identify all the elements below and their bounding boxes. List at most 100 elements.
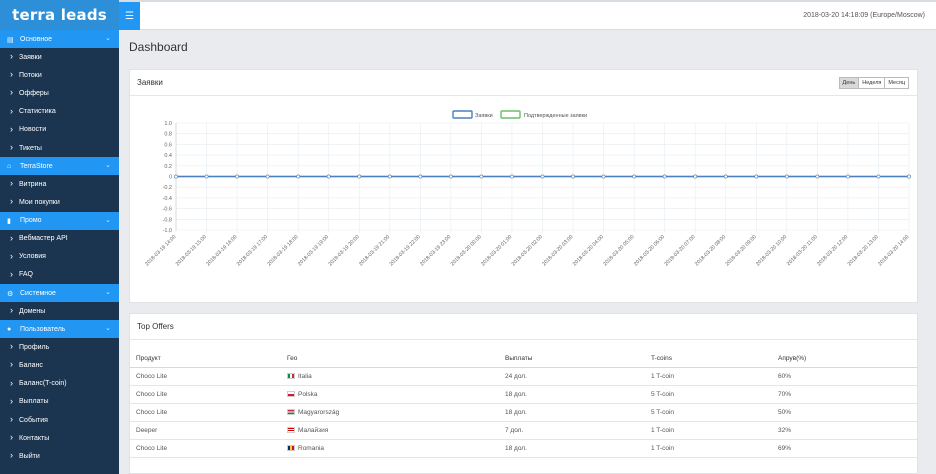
sidebar-item[interactable]: События (0, 411, 119, 429)
range-day-button[interactable]: День (838, 77, 860, 89)
flag-icon (287, 444, 295, 451)
x-tick-label: 2018-03-20 03:00 (541, 234, 574, 267)
data-point (540, 174, 545, 179)
data-point (387, 174, 392, 179)
offers-panel-header: Top Offers (130, 314, 917, 340)
sidebar-item[interactable]: Тикеты (0, 139, 119, 157)
sidebar-section-0[interactable]: ▤ Основное ⌄ (0, 30, 119, 48)
chart-panel-header: Заявки (130, 70, 917, 96)
sidebar-section-label: Основное (20, 35, 53, 43)
x-tick-label: 2018-03-19 23:00 (419, 234, 452, 267)
x-tick-label: 2018-03-20 00:00 (450, 234, 483, 267)
y-tick-label: 0.6 (164, 142, 172, 148)
sidebar-item[interactable]: Новости (0, 121, 119, 139)
cell-product: Choco Lite (130, 385, 281, 404)
range-month-button[interactable]: Месяц (884, 77, 909, 89)
sidebar-item[interactable]: Выплаты (0, 393, 119, 411)
sidebar-item[interactable]: FAQ (0, 266, 119, 284)
y-tick-label: -0.2 (163, 185, 172, 191)
sidebar-item[interactable]: Статистика (0, 103, 119, 121)
legend-label: Подтвержденные заявки (524, 113, 587, 119)
data-point (204, 174, 209, 179)
cogs-icon: ⚙ (7, 290, 14, 298)
table-row: Choco Lite Polska 18 дол. 5 T-coin 70% (130, 385, 917, 404)
y-tick-label: 1.0 (164, 121, 172, 127)
legend-swatch (452, 110, 473, 119)
cell-payout: 18 дол. (499, 403, 645, 422)
sidebar-item[interactable]: Вебмастер API (0, 230, 119, 248)
cell-approve: 32% (772, 421, 917, 440)
sidebar-section-1[interactable]: ⌂ TerraStore ⌄ (0, 157, 119, 176)
sidebar-section-label: Системное (20, 289, 56, 297)
x-tick-label: 2018-03-19 15:00 (175, 234, 208, 267)
y-tick-label: 0.2 (164, 164, 172, 170)
sidebar-item[interactable]: Домены (0, 302, 119, 320)
data-point (876, 174, 881, 179)
y-tick-label: 0 (169, 175, 172, 181)
x-tick-label: 2018-03-19 18:00 (266, 234, 299, 267)
data-point (632, 174, 637, 179)
x-tick-label: 2018-03-20 04:00 (572, 234, 605, 267)
range-week-button[interactable]: Неделя (858, 77, 886, 89)
x-tick-label: 2018-03-19 20:00 (327, 234, 360, 267)
sidebar-menu: ▤ Основное ⌄ ЗаявкиПотокиОфферыСтатистикаНо… (0, 30, 119, 466)
sidebar-item[interactable]: Потоки (0, 66, 119, 84)
geo-name: Polska (298, 390, 318, 398)
x-tick-label: 2018-03-19 16:00 (205, 234, 238, 267)
sidebar-item[interactable]: Условия (0, 248, 119, 266)
cell-geo: Малайзия (281, 421, 499, 440)
cell-payout: 24 дол. (499, 367, 645, 386)
sidebar-item[interactable]: Баланс (0, 356, 119, 374)
sidebar-item[interactable]: Контакты (0, 429, 119, 447)
sidebar-section-4[interactable]: ● Пользователь ⌄ (0, 320, 119, 339)
sidebar-item[interactable]: Баланс(T-coin) (0, 375, 119, 393)
cell-tcoins: 1 T-coin (645, 367, 772, 386)
server-datetime: 2018-03-20 14:18:09 (Europe/Moscow) (803, 12, 925, 19)
data-point (815, 174, 820, 179)
y-tick-label: 0.4 (164, 153, 172, 159)
table-row: Choco Lite Italia 24 дол. 1 T-coin 60% (130, 367, 917, 386)
chevron-down-icon: ⌄ (105, 162, 111, 170)
flag-icon (287, 408, 295, 415)
user-icon: ● (7, 325, 12, 333)
data-point (326, 174, 331, 179)
sidebar-item[interactable]: Офферы (0, 84, 119, 102)
column-header-product: Продукт (130, 351, 281, 368)
flag-icon (287, 426, 295, 433)
top-bar: ☰ 2018-03-20 14:18:09 (Europe/Moscow) (119, 0, 936, 30)
sidebar-item[interactable]: Выйти (0, 447, 119, 465)
sidebar-item[interactable]: Профиль (0, 338, 119, 356)
data-point (571, 174, 575, 179)
range-selector: День Неделя Месяц (838, 77, 909, 89)
cell-approve: 70% (772, 385, 917, 404)
legend-swatch (500, 110, 521, 119)
cell-geo: Romania (281, 439, 499, 458)
x-tick-label: 2018-03-20 05:00 (602, 234, 635, 267)
x-tick-label: 2018-03-20 07:00 (663, 234, 696, 267)
menu-toggle-button[interactable]: ☰ (119, 2, 140, 30)
brand-logo[interactable]: terra leads (0, 0, 119, 30)
sidebar-item[interactable]: Заявки (0, 48, 119, 66)
data-point (418, 174, 423, 179)
data-point (479, 174, 484, 179)
sidebar-section-2[interactable]: ▮ Промо ⌄ (0, 211, 119, 230)
chevron-down-icon: ⌄ (105, 289, 111, 297)
flag-icon (287, 390, 295, 397)
sidebar-section-label: TerraStore (20, 162, 53, 170)
x-tick-label: 2018-03-20 13:00 (847, 234, 880, 267)
x-tick-label: 2018-03-19 17:00 (236, 234, 269, 267)
x-tick-label: 2018-03-19 14:00 (144, 234, 177, 267)
data-point (723, 174, 728, 179)
table-row: Choco Lite Magyarország 18 дол. 5 T-coin 50% (130, 403, 917, 422)
chevron-down-icon: ⌄ (105, 35, 111, 42)
x-tick-label: 2018-03-20 02:00 (511, 234, 544, 267)
data-point (662, 174, 667, 179)
sidebar-section-3[interactable]: ⚙ Системное ⌄ (0, 284, 119, 303)
dashboard-icon: ▤ (7, 36, 14, 44)
y-tick-label: -1.0 (163, 228, 172, 234)
cell-geo: Magyarország (281, 403, 499, 422)
sidebar-item[interactable]: Мои покупки (0, 193, 119, 211)
x-tick-label: 2018-03-20 10:00 (755, 234, 788, 267)
leads-line-chart: 1.00.80.60.40.20-0.2-0.4-0.6-0.8-1.02018… (144, 110, 911, 267)
sidebar-item[interactable]: Витрина (0, 175, 119, 193)
